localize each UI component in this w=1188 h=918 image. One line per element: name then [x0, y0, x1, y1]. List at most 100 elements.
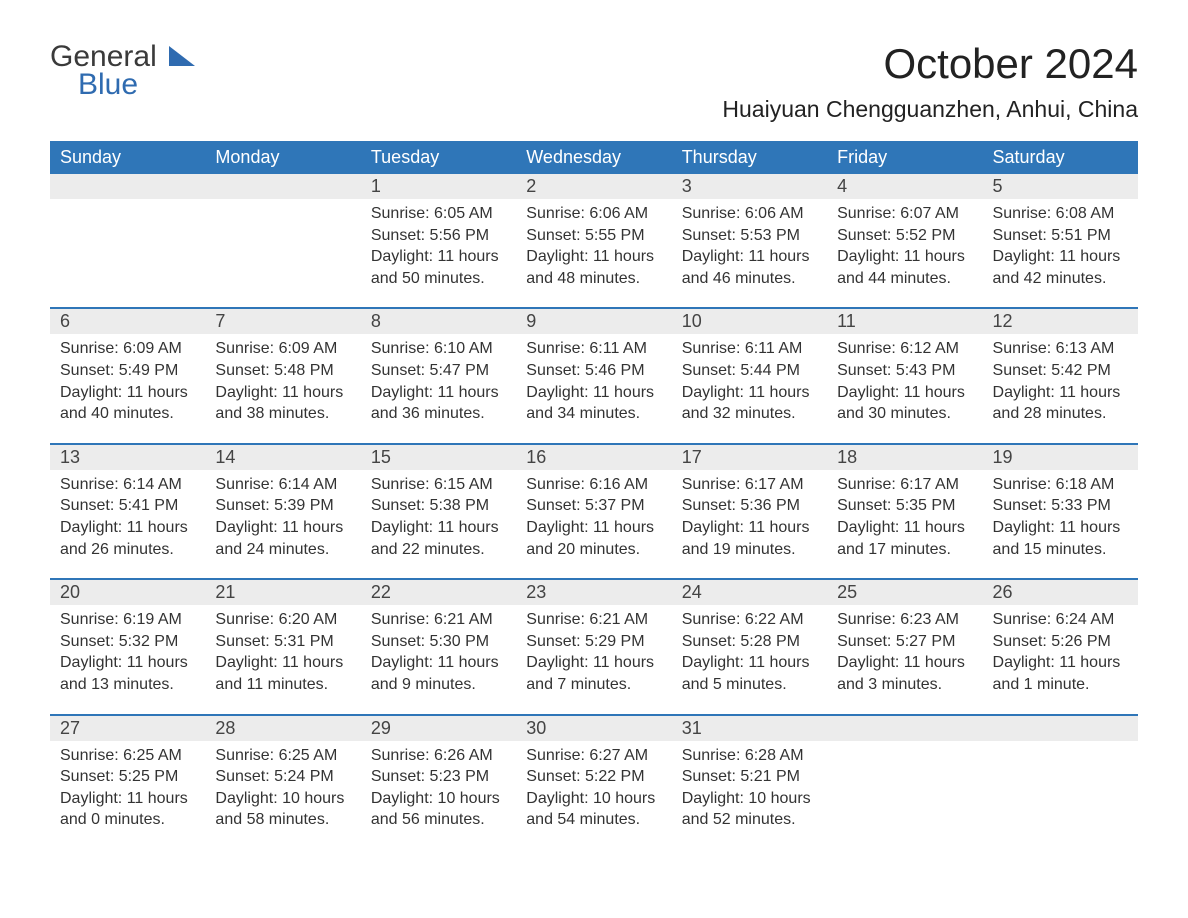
day-body-row: Sunrise: 6:25 AMSunset: 5:25 PMDaylight:… — [50, 741, 1138, 849]
day-number-cell: 21 — [205, 579, 360, 605]
daylight-text: and 17 minutes. — [837, 539, 972, 561]
sunset-text: Sunset: 5:38 PM — [371, 495, 506, 517]
day-number-cell: 11 — [827, 308, 982, 334]
day-body-cell: Sunrise: 6:18 AMSunset: 5:33 PMDaylight:… — [983, 470, 1138, 579]
day-number-cell: 14 — [205, 444, 360, 470]
daylight-text: Daylight: 11 hours — [60, 517, 195, 539]
sunset-text: Sunset: 5:21 PM — [682, 766, 817, 788]
sunrise-text: Sunrise: 6:16 AM — [526, 474, 661, 496]
day-number-cell: 12 — [983, 308, 1138, 334]
day-number-cell: 8 — [361, 308, 516, 334]
daylight-text: and 1 minute. — [993, 674, 1128, 696]
day-number-row: 12345 — [50, 174, 1138, 199]
daylight-text: and 5 minutes. — [682, 674, 817, 696]
day-number-cell: 2 — [516, 174, 671, 199]
day-body-cell — [983, 741, 1138, 849]
day-body-cell: Sunrise: 6:11 AMSunset: 5:44 PMDaylight:… — [672, 334, 827, 443]
daylight-text: Daylight: 11 hours — [526, 517, 661, 539]
daylight-text: Daylight: 11 hours — [682, 382, 817, 404]
sunset-text: Sunset: 5:23 PM — [371, 766, 506, 788]
daylight-text: and 38 minutes. — [215, 403, 350, 425]
sunset-text: Sunset: 5:42 PM — [993, 360, 1128, 382]
day-body-cell: Sunrise: 6:13 AMSunset: 5:42 PMDaylight:… — [983, 334, 1138, 443]
day-number-cell: 9 — [516, 308, 671, 334]
sunrise-text: Sunrise: 6:08 AM — [993, 203, 1128, 225]
daylight-text: Daylight: 11 hours — [837, 517, 972, 539]
weekday-header-row: Sunday Monday Tuesday Wednesday Thursday… — [50, 141, 1138, 174]
sunset-text: Sunset: 5:41 PM — [60, 495, 195, 517]
sunset-text: Sunset: 5:52 PM — [837, 225, 972, 247]
daylight-text: Daylight: 11 hours — [371, 652, 506, 674]
day-number-cell: 25 — [827, 579, 982, 605]
weekday-header: Wednesday — [516, 141, 671, 174]
sunrise-text: Sunrise: 6:25 AM — [215, 745, 350, 767]
day-body-cell — [827, 741, 982, 849]
daylight-text: Daylight: 11 hours — [371, 517, 506, 539]
daylight-text: Daylight: 10 hours — [526, 788, 661, 810]
daylight-text: and 34 minutes. — [526, 403, 661, 425]
sunset-text: Sunset: 5:32 PM — [60, 631, 195, 653]
sunrise-text: Sunrise: 6:17 AM — [837, 474, 972, 496]
day-body-cell: Sunrise: 6:17 AMSunset: 5:35 PMDaylight:… — [827, 470, 982, 579]
daylight-text: Daylight: 11 hours — [60, 788, 195, 810]
weekday-header: Sunday — [50, 141, 205, 174]
sunset-text: Sunset: 5:31 PM — [215, 631, 350, 653]
sunset-text: Sunset: 5:44 PM — [682, 360, 817, 382]
sunset-text: Sunset: 5:51 PM — [993, 225, 1128, 247]
sunset-text: Sunset: 5:49 PM — [60, 360, 195, 382]
sunset-text: Sunset: 5:35 PM — [837, 495, 972, 517]
daylight-text: Daylight: 11 hours — [837, 652, 972, 674]
daylight-text: and 15 minutes. — [993, 539, 1128, 561]
daylight-text: Daylight: 11 hours — [837, 246, 972, 268]
day-number-cell: 17 — [672, 444, 827, 470]
sunrise-text: Sunrise: 6:15 AM — [371, 474, 506, 496]
daylight-text: and 58 minutes. — [215, 809, 350, 831]
daylight-text: and 0 minutes. — [60, 809, 195, 831]
day-number-cell: 10 — [672, 308, 827, 334]
day-number-cell: 27 — [50, 715, 205, 741]
daylight-text: and 44 minutes. — [837, 268, 972, 290]
day-number-cell: 18 — [827, 444, 982, 470]
day-number-cell: 19 — [983, 444, 1138, 470]
day-number-cell: 29 — [361, 715, 516, 741]
day-number-cell: 26 — [983, 579, 1138, 605]
day-body-cell: Sunrise: 6:28 AMSunset: 5:21 PMDaylight:… — [672, 741, 827, 849]
day-body-row: Sunrise: 6:19 AMSunset: 5:32 PMDaylight:… — [50, 605, 1138, 714]
daylight-text: and 3 minutes. — [837, 674, 972, 696]
sunrise-text: Sunrise: 6:14 AM — [215, 474, 350, 496]
sunrise-text: Sunrise: 6:09 AM — [60, 338, 195, 360]
day-body-row: Sunrise: 6:14 AMSunset: 5:41 PMDaylight:… — [50, 470, 1138, 579]
sunrise-text: Sunrise: 6:18 AM — [993, 474, 1128, 496]
day-body-cell: Sunrise: 6:14 AMSunset: 5:41 PMDaylight:… — [50, 470, 205, 579]
day-body-cell: Sunrise: 6:11 AMSunset: 5:46 PMDaylight:… — [516, 334, 671, 443]
daylight-text: and 28 minutes. — [993, 403, 1128, 425]
day-body-cell: Sunrise: 6:10 AMSunset: 5:47 PMDaylight:… — [361, 334, 516, 443]
weekday-header: Thursday — [672, 141, 827, 174]
day-body-cell: Sunrise: 6:23 AMSunset: 5:27 PMDaylight:… — [827, 605, 982, 714]
day-number-cell — [827, 715, 982, 741]
daylight-text: Daylight: 10 hours — [371, 788, 506, 810]
sunset-text: Sunset: 5:28 PM — [682, 631, 817, 653]
sunrise-text: Sunrise: 6:05 AM — [371, 203, 506, 225]
day-number-cell: 6 — [50, 308, 205, 334]
sunset-text: Sunset: 5:22 PM — [526, 766, 661, 788]
day-number-row: 20212223242526 — [50, 579, 1138, 605]
daylight-text: Daylight: 11 hours — [837, 382, 972, 404]
day-number-cell: 16 — [516, 444, 671, 470]
sunrise-text: Sunrise: 6:26 AM — [371, 745, 506, 767]
day-body-cell: Sunrise: 6:12 AMSunset: 5:43 PMDaylight:… — [827, 334, 982, 443]
day-number-cell — [205, 174, 360, 199]
daylight-text: Daylight: 11 hours — [993, 382, 1128, 404]
title-block: October 2024 Huaiyuan Chengguanzhen, Anh… — [722, 40, 1138, 123]
day-number-cell: 20 — [50, 579, 205, 605]
daylight-text: and 56 minutes. — [371, 809, 506, 831]
day-body-cell — [50, 199, 205, 308]
daylight-text: Daylight: 10 hours — [215, 788, 350, 810]
brand-logo: General Blue — [50, 40, 195, 102]
day-number-cell — [983, 715, 1138, 741]
day-body-cell: Sunrise: 6:20 AMSunset: 5:31 PMDaylight:… — [205, 605, 360, 714]
sunrise-text: Sunrise: 6:09 AM — [215, 338, 350, 360]
day-number-cell: 28 — [205, 715, 360, 741]
day-body-cell: Sunrise: 6:19 AMSunset: 5:32 PMDaylight:… — [50, 605, 205, 714]
month-title: October 2024 — [722, 40, 1138, 88]
